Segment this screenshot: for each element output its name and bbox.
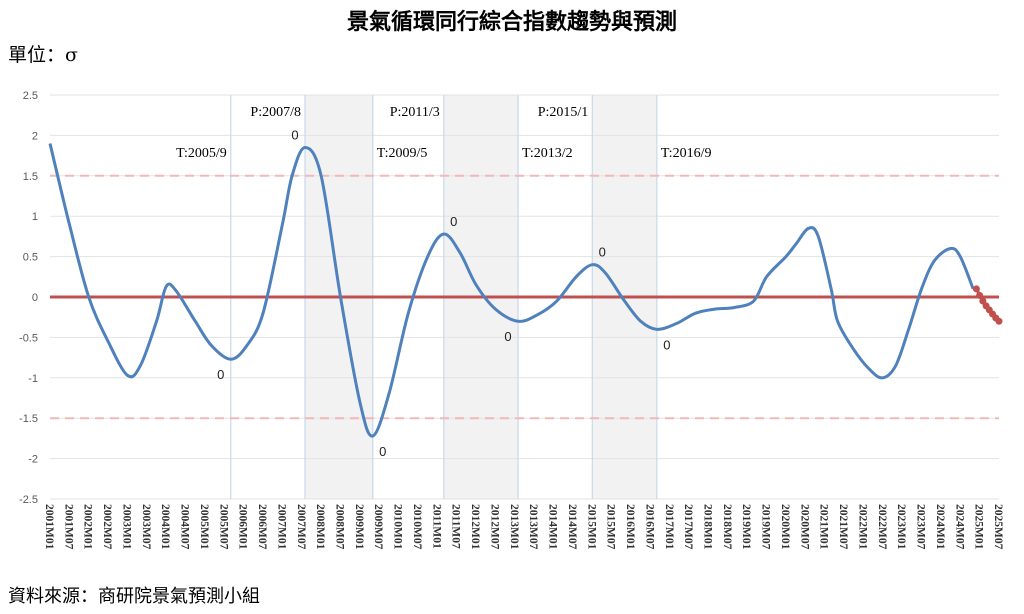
x-tick-label: 2006M01 [237, 504, 249, 550]
source-note: 資料來源：商研院景氣預測小組 [8, 586, 260, 607]
x-tick-label: 2021M07 [837, 504, 849, 550]
cycle-marker-label: P:2015/1 [538, 105, 589, 120]
y-tick-label: -2 [28, 454, 38, 466]
forecast-point [976, 291, 984, 299]
x-tick-label: 2003M01 [120, 504, 132, 550]
unit-label: 單位：σ [8, 44, 78, 66]
chart-title: 景氣循環同行綜合指數趨勢與預測 [346, 9, 677, 35]
x-tick-label: 2003M07 [140, 504, 152, 550]
x-tick-label: 2010M07 [411, 504, 423, 550]
x-tick-label: 2015M07 [605, 504, 617, 550]
turning-point-label: 0 [599, 245, 606, 260]
y-tick-label: 1 [32, 211, 38, 223]
forecast-point [995, 317, 1003, 325]
turning-point-label: 0 [291, 128, 298, 143]
cycle-marker-label: P:2007/8 [250, 105, 301, 120]
x-tick-label: 2021M01 [818, 504, 830, 550]
cycle-marker-label: T:2009/5 [377, 146, 428, 161]
x-tick-label: 2013M01 [508, 504, 520, 550]
x-tick-label: 2006M07 [256, 504, 268, 550]
x-tick-label: 2018M01 [701, 504, 713, 550]
y-tick-label: -0.5 [19, 332, 38, 344]
x-tick-label: 2017M01 [663, 504, 675, 550]
y-tick-label: 0.5 [23, 252, 38, 264]
x-tick-label: 2024M01 [934, 504, 946, 550]
x-tick-label: 2005M01 [198, 504, 210, 550]
x-tick-label: 2016M07 [643, 504, 655, 550]
cycle-marker-label: P:2011/3 [390, 105, 440, 120]
x-tick-label: 2024M07 [953, 504, 965, 550]
turning-point-label: 0 [450, 214, 457, 229]
x-tick-label: 2007M07 [295, 504, 307, 550]
cycle-marker-label: T:2016/9 [661, 146, 712, 161]
forecast-point [972, 285, 980, 293]
x-tick-label: 2020M07 [798, 504, 810, 550]
x-tick-label: 2011M01 [430, 504, 442, 549]
x-tick-label: 2007M01 [275, 504, 287, 550]
x-tick-label: 2025M01 [973, 504, 985, 550]
cycle-marker-label: T:2013/2 [522, 146, 573, 161]
x-tick-label: 2018M07 [721, 504, 733, 550]
x-tick-label: 2001M01 [43, 504, 55, 550]
x-tick-label: 2020M01 [779, 504, 791, 550]
x-tick-label: 2012M07 [488, 504, 500, 550]
x-tick-label: 2004M01 [159, 504, 171, 550]
x-tick-label: 2001M07 [62, 504, 74, 550]
actual-series-line [48, 143, 975, 438]
x-tick-label: 2022M01 [856, 504, 868, 550]
x-tick-label: 2015M01 [585, 504, 597, 550]
turning-point-label: 0 [217, 367, 224, 382]
x-tick-label: 2011M07 [450, 504, 462, 549]
y-tick-label: 2 [32, 130, 38, 142]
x-tick-label: 2025M07 [992, 504, 1004, 550]
x-tick-label: 2017M07 [682, 504, 694, 550]
x-tick-label: 2002M07 [101, 504, 113, 550]
x-tick-label: 2014M07 [566, 504, 578, 550]
y-tick-label: 1.5 [23, 171, 38, 183]
x-tick-label: 2002M01 [82, 504, 94, 550]
x-tick-label: 2022M07 [876, 504, 888, 550]
x-tick-label: 2013M07 [527, 504, 539, 550]
y-tick-label: 2.5 [23, 90, 38, 102]
x-tick-label: 2004M07 [179, 504, 191, 550]
x-tick-label: 2008M01 [314, 504, 326, 550]
x-tick-label: 2023M01 [895, 504, 907, 550]
x-tick-label: 2010M01 [392, 504, 404, 550]
x-tick-label: 2012M01 [469, 504, 481, 550]
y-tick-label: -2.5 [19, 494, 38, 506]
x-tick-label: 2009M01 [353, 504, 365, 550]
turning-point-label: 0 [504, 329, 511, 344]
turning-point-label: 0 [663, 337, 670, 352]
x-tick-label: 2005M07 [217, 504, 229, 550]
x-tick-label: 2019M01 [740, 504, 752, 550]
x-tick-label: 2023M07 [915, 504, 927, 550]
x-tick-label: 2019M07 [760, 504, 772, 550]
cycle-marker-label: T:2005/9 [176, 146, 227, 161]
x-tick-label: 2014M01 [547, 504, 559, 550]
y-tick-label: -1 [28, 373, 38, 385]
turning-point-label: 0 [379, 444, 386, 459]
x-tick-label: 2008M07 [334, 504, 346, 550]
y-tick-label: -1.5 [19, 413, 38, 425]
x-tick-label: 2016M01 [624, 504, 636, 550]
x-tick-label: 2009M07 [372, 504, 384, 550]
y-tick-label: 0 [32, 292, 38, 304]
